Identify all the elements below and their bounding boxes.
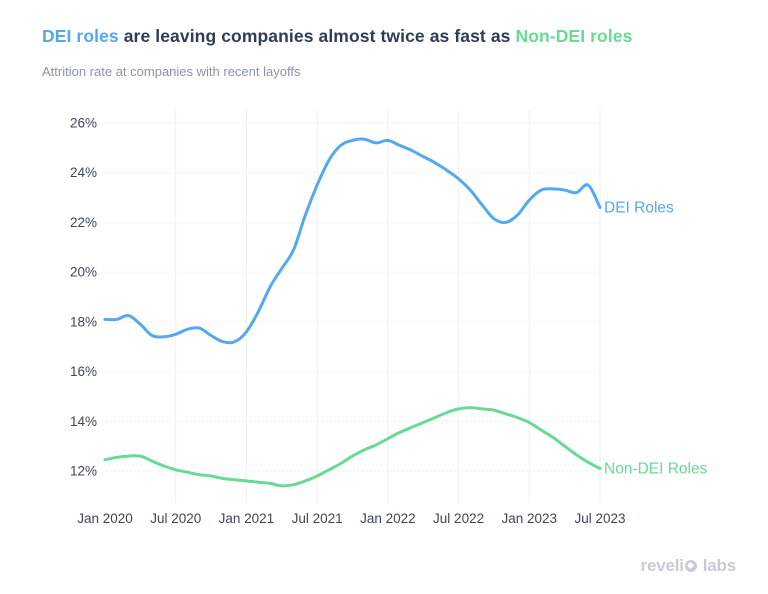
y-axis-tick-label: 14% — [70, 414, 97, 429]
revelio-labs-logo: reveli labs — [640, 556, 737, 575]
chart-subtitle: Attrition rate at companies with recent … — [42, 64, 301, 79]
logo-o-diamond-icon — [684, 559, 697, 572]
chart-title-dei-span: DEI roles — [42, 26, 119, 46]
logo-text-revelio: reveli — [640, 556, 684, 575]
logo-text-labs: labs — [702, 556, 736, 575]
dei-roles-series-label: DEI Roles — [604, 200, 674, 217]
non-dei-roles-line — [103, 406, 602, 488]
chart-title: DEI roles are leaving companies almost t… — [42, 26, 632, 47]
y-axis-tick-label: 12% — [70, 463, 97, 478]
chart-title-middle-span: are leaving companies almost twice as fa… — [118, 26, 516, 46]
y-axis-tick-label: 16% — [70, 364, 97, 379]
x-axis-tick-label: Jul 2020 — [150, 511, 201, 526]
y-axis-tick-label: 20% — [70, 265, 97, 280]
x-axis-tick-label: Jan 2023 — [502, 511, 558, 526]
y-axis-tick-label: 26% — [70, 116, 97, 131]
y-axis-tick-label: 24% — [70, 165, 97, 180]
x-axis-tick-label: Jan 2020 — [77, 511, 133, 526]
x-axis-tick-label: Jul 2022 — [433, 511, 484, 526]
x-axis-tick-label: Jan 2022 — [360, 511, 416, 526]
y-axis-tick-label: 18% — [70, 314, 97, 329]
x-axis-tick-label: Jan 2021 — [219, 511, 275, 526]
dei-roles-line — [103, 137, 602, 345]
y-axis-tick-label: 22% — [70, 215, 97, 230]
non-dei-roles-series-label: Non-DEI Roles — [604, 461, 708, 478]
x-axis-tick-label: Jul 2023 — [574, 511, 625, 526]
x-axis-tick-label: Jul 2021 — [292, 511, 343, 526]
chart-title-nondei-span: Non-DEI roles — [515, 26, 633, 46]
